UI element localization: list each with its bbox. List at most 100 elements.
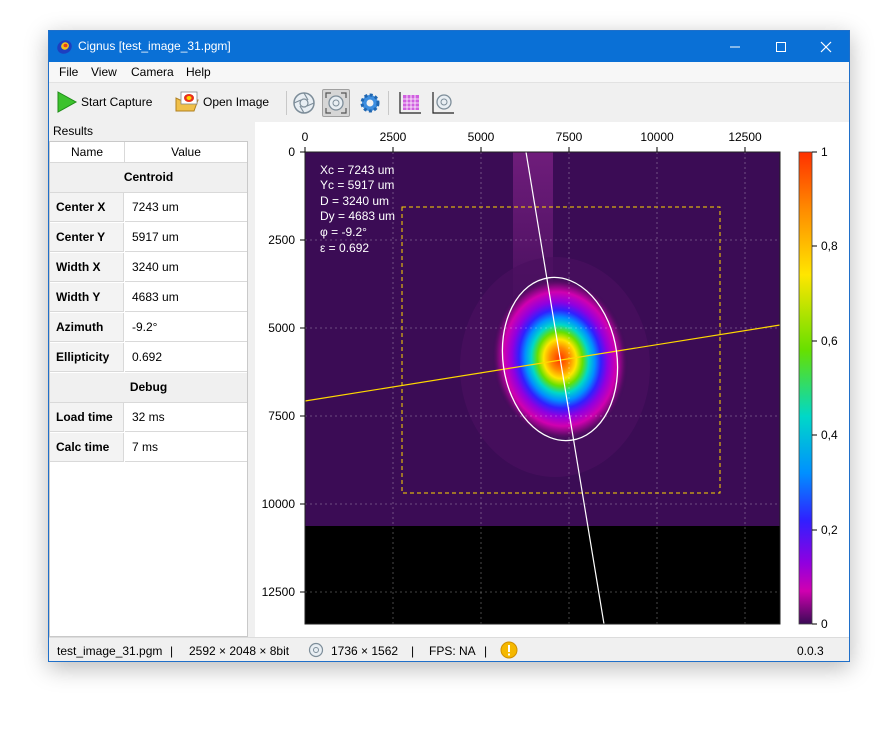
aperture-icon [293,92,315,114]
menu-camera[interactable]: Camera [131,65,174,79]
minor-axis-line [525,151,605,625]
colorbar-tick-0.6: 0,6 [821,334,838,348]
colorbar-ticks [812,151,817,625]
row-label-ellipticity: Ellipticity [50,343,124,372]
x-tick-2500: 2500 [380,130,407,144]
colorbar-tick-0: 0 [821,617,828,631]
start-capture-label: Start Capture [81,95,153,109]
roi-aperture-button[interactable] [322,89,350,117]
status-separator: | [411,644,415,658]
close-button[interactable] [803,31,849,62]
y-tick-12500: 12500 [262,585,296,599]
close-icon [820,41,832,53]
app-logo-icon [57,40,72,54]
row-value-load-time: 32 ms [125,403,247,432]
grid-view-button[interactable] [396,89,424,117]
minimize-button[interactable] [712,31,758,62]
toolbar-separator [286,91,287,115]
overlay-yc: Yc = 5917 um [320,178,394,192]
row-label-load-time: Load time [50,403,124,432]
settings-button[interactable] [356,89,384,117]
start-capture-button[interactable]: Start Capture [56,88,152,116]
toolbar: Start Capture Open Image [49,82,849,122]
row-value-ellipticity: 0.692 [125,343,247,372]
aperture-button[interactable] [290,89,318,117]
y-tick-7500: 7500 [268,409,295,423]
row-value-width-y: 4683 um [125,283,247,312]
aperture-icon [308,642,324,658]
title-bar: Cignus [test_image_31.pgm] [49,31,849,62]
roi-aperture-icon [325,92,347,114]
warning-icon[interactable] [500,641,518,659]
status-bar: test_image_31.pgm | 2592 × 2048 × 8bit 1… [49,637,849,661]
colorbar-labels: 1 0,8 0,6 0,4 0,2 0 [821,145,838,631]
row-label-width-x: Width X [50,253,124,282]
row-label-calc-time: Calc time [50,433,124,462]
section-debug: Debug [50,373,247,403]
row-value-azimuth: -9.2° [125,313,247,342]
toolbar-separator [388,91,389,115]
status-separator: | [484,644,488,658]
row-label-azimuth: Azimuth [50,313,124,342]
status-filename: test_image_31.pgm [57,644,163,658]
x-tick-7500: 7500 [556,130,583,144]
row-value-center-x: 7243 um [125,193,247,222]
colorbar [798,151,813,625]
x-tick-marks [304,147,746,152]
x-tick-10000: 10000 [640,130,674,144]
grid-plot-icon [399,92,421,114]
results-table: Name Value Centroid Center X 7243 um Cen… [49,141,248,637]
row-label-width-y: Width Y [50,283,124,312]
x-tick-12500: 12500 [728,130,762,144]
menu-file[interactable]: File [59,65,79,79]
beam-profile-plot[interactable]: Xc = 7243 um Yc = 5917 um D = 3240 um Dy… [255,122,849,637]
overlay-readout: Xc = 7243 um Yc = 5917 um D = 3240 um Dy… [320,163,395,255]
x-tick-0: 0 [302,130,309,144]
section-centroid: Centroid [50,163,247,193]
axes-aperture-icon [432,92,454,114]
menu-help[interactable]: Help [186,65,211,79]
column-header-value[interactable]: Value [125,142,247,163]
y-tick-10000: 10000 [262,497,296,511]
x-tick-5000: 5000 [468,130,495,144]
roi-rectangle[interactable] [401,206,721,494]
maximize-button[interactable] [758,31,804,62]
row-value-calc-time: 7 ms [125,433,247,462]
beam-fit-ellipse [501,276,619,442]
row-label-center-x: Center X [50,193,124,222]
x-axis-labels: 0 2500 5000 7500 10000 12500 [302,130,762,144]
y-tick-2500: 2500 [268,233,295,247]
row-label-center-y: Center Y [50,223,124,252]
column-header-name[interactable]: Name [50,142,125,163]
menu-bar: File View Camera Help [49,62,849,82]
y-tick-0: 0 [288,145,295,159]
overlay-d: D = 3240 um [320,194,389,208]
major-axis-line [304,324,781,402]
y-axis-labels: 0 2500 5000 7500 10000 12500 [262,145,296,599]
y-tick-marks [300,151,305,593]
open-image-label: Open Image [203,95,270,109]
axes-aperture-button[interactable] [429,89,457,117]
status-image-dims: 2592 × 2048 × 8bit [189,644,290,658]
open-image-icon [175,91,199,112]
minimize-icon [730,46,740,48]
colorbar-tick-0.2: 0,2 [821,523,838,537]
play-icon [57,91,78,113]
maximize-icon [776,42,786,53]
row-value-center-y: 5917 um [125,223,247,252]
colorbar-tick-0.4: 0,4 [821,428,838,442]
colorbar-tick-1: 1 [821,145,828,159]
status-separator: | [170,644,174,658]
status-version: 0.0.3 [797,644,824,658]
gear-icon [360,93,380,113]
results-label: Results [53,124,94,138]
overlay-xc: Xc = 7243 um [320,163,394,177]
status-roi-dims: 1736 × 1562 [331,644,399,658]
overlay-epsilon: ε = 0.692 [320,241,369,255]
overlay-phi: φ = -9.2° [320,225,367,239]
open-image-button[interactable]: Open Image [174,88,269,116]
y-tick-5000: 5000 [268,321,295,335]
menu-view[interactable]: View [91,65,117,79]
main-window: Cignus [test_image_31.pgm] File View Cam… [48,30,850,662]
status-fps: FPS: NA [429,644,476,658]
